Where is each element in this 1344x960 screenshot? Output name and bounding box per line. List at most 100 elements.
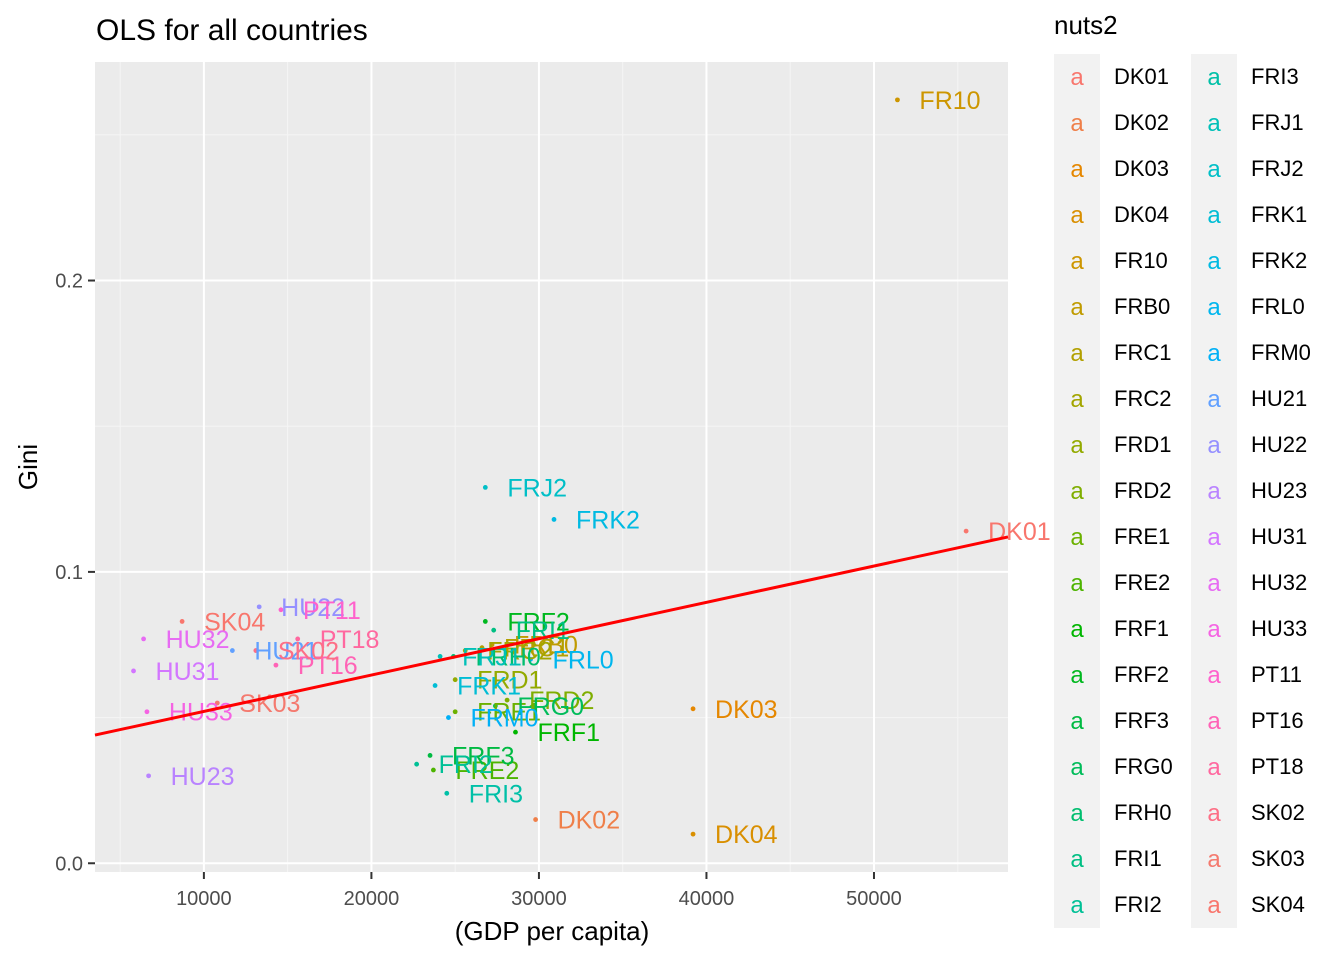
point-label-fri2: FRI2 <box>439 751 493 779</box>
legend-label-frf1: FRF1 <box>1114 616 1169 641</box>
legend-label-frf2: FRF2 <box>1114 662 1169 687</box>
data-point-fre1 <box>452 709 458 715</box>
data-point-sk04 <box>179 619 185 624</box>
point-label-frk1: FRK1 <box>457 673 521 701</box>
data-point-pt16 <box>273 662 279 668</box>
data-point-frj2 <box>482 484 488 490</box>
x-tick-label: 10000 <box>176 888 232 910</box>
legend-key-glyph: a <box>1207 616 1221 643</box>
legend-label-frc2: FRC2 <box>1114 386 1171 411</box>
data-point-frd1 <box>452 677 458 683</box>
legend-label-frb0: FRB0 <box>1114 294 1170 319</box>
legend-label-hu31: HU31 <box>1251 524 1307 549</box>
point-label-frg0: FRG0 <box>517 693 584 721</box>
data-point-frc2 <box>462 648 468 653</box>
point-label-hu22: HU22 <box>281 594 345 622</box>
legend-key-glyph: a <box>1070 754 1084 781</box>
point-label-frf3: FRF3 <box>452 742 515 770</box>
legend-key-dk04 <box>1054 192 1100 238</box>
legend-key-pt16 <box>1191 698 1237 744</box>
data-point-hu22 <box>256 604 262 610</box>
legend-key-glyph: a <box>1070 202 1084 229</box>
legend-key-glyph: a <box>1070 846 1084 873</box>
point-label-frk2: FRK2 <box>576 506 640 534</box>
legend-key-glyph: a <box>1207 800 1221 827</box>
point-label-hu21: HU21 <box>254 638 318 666</box>
legend-key-hu22 <box>1191 422 1237 468</box>
data-point-fri2 <box>414 761 420 767</box>
data-point-frk1 <box>432 683 438 688</box>
point-label-frm0: FRM0 <box>470 705 538 733</box>
legend-key-hu31 <box>1191 514 1237 560</box>
legend-key-fre1 <box>1054 514 1100 560</box>
x-tick-label: 30000 <box>511 888 567 910</box>
legend-label-fri1: FRI1 <box>1114 846 1162 871</box>
legend-key-glyph: a <box>1207 340 1221 367</box>
legend-label-pt16: PT16 <box>1251 708 1304 733</box>
legend-label-sk04: SK04 <box>1251 892 1305 917</box>
legend-key-glyph: a <box>1207 892 1221 919</box>
legend-title: nuts2 <box>1054 10 1118 40</box>
data-point-dk01 <box>963 528 969 534</box>
legend-key-glyph: a <box>1070 800 1084 827</box>
point-label-sk03: SK03 <box>239 690 300 718</box>
legend-label-frm0: FRM0 <box>1251 340 1311 365</box>
legend-key-glyph: a <box>1070 662 1084 689</box>
legend-label-hu23: HU23 <box>1251 478 1307 503</box>
data-point-frk2 <box>551 517 557 522</box>
point-label-fre1: FRE1 <box>477 699 541 727</box>
point-label-frj2: FRJ2 <box>507 474 567 502</box>
grid-lines <box>95 62 1008 872</box>
y-tick-label: 0.1 <box>55 562 83 584</box>
legend-label-dk01: DK01 <box>1114 64 1169 89</box>
axes: 10000 20000 30000 40000 50000 0.0 0.1 0.2 <box>55 271 902 910</box>
point-label-hu32: HU32 <box>166 626 230 654</box>
legend-key-glyph: a <box>1070 432 1084 459</box>
point-label-sk04: SK04 <box>204 608 265 636</box>
data-point-sk03 <box>214 700 220 706</box>
legend-key-frj1 <box>1191 100 1237 146</box>
legend-label-dk03: DK03 <box>1114 156 1169 181</box>
legend-label-frk2: FRK2 <box>1251 248 1307 273</box>
legend-key-frc1 <box>1054 330 1100 376</box>
point-label-frh0: FRH0 <box>475 643 540 671</box>
legend-key-glyph: a <box>1207 846 1221 873</box>
legend-key-frd1 <box>1054 422 1100 468</box>
data-point-hu32 <box>141 636 146 642</box>
legend-key-glyph: a <box>1207 432 1221 459</box>
legend-key-glyph: a <box>1207 662 1221 689</box>
legend-label-dk04: DK04 <box>1114 202 1169 227</box>
y-axis-title: Gini <box>13 444 43 490</box>
point-label-sk02: SK02 <box>278 638 339 666</box>
legend-label-frk1: FRK1 <box>1251 202 1307 227</box>
legend-key-hu21 <box>1191 376 1237 422</box>
legend-key-glyph: a <box>1070 570 1084 597</box>
legend-label-frj1: FRJ1 <box>1251 110 1304 135</box>
data-point-sk02 <box>253 648 259 653</box>
point-label-dk01: DK01 <box>988 518 1051 546</box>
data-point-frf2 <box>482 619 488 624</box>
legend-key-glyph: a <box>1070 708 1084 735</box>
legend-key-frk1 <box>1191 192 1237 238</box>
legend-label-hu33: HU33 <box>1251 616 1307 641</box>
regression-line <box>94 535 1009 737</box>
data-point-hu33 <box>144 709 150 715</box>
legend-label-fri2: FRI2 <box>1114 892 1162 917</box>
legend-key-fr10 <box>1054 238 1100 284</box>
legend-key-frf1 <box>1054 606 1100 652</box>
legend-label-frd1: FRD1 <box>1114 432 1171 457</box>
legend-label-frf3: FRF3 <box>1114 708 1169 733</box>
legend-key-glyph: a <box>1207 524 1221 551</box>
data-point-fr10 <box>895 97 900 103</box>
legend-key-frm0 <box>1191 330 1237 376</box>
data-point-frd2 <box>504 697 510 703</box>
legend-key-frf3 <box>1054 698 1100 744</box>
legend-key-pt18 <box>1191 744 1237 790</box>
chart-title: OLS for all countries <box>96 14 368 47</box>
legend-key-dk01 <box>1054 54 1100 100</box>
legend-key-frl0 <box>1191 284 1237 330</box>
data-point-dk02 <box>533 817 538 822</box>
legend-label-sk02: SK02 <box>1251 800 1305 825</box>
data-point-fre2 <box>430 767 436 773</box>
data-point-dk04 <box>690 831 696 837</box>
